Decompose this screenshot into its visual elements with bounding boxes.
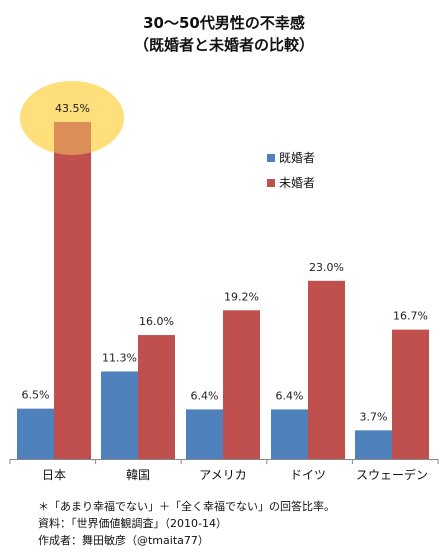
footnote-author: 作成者：舞田敏彦（@tmaita77） — [38, 534, 209, 547]
footnote-definition: ＊「あまり幸福でない」＋「全く幸福でない」の回答比率。 — [38, 500, 335, 513]
bar-married-0 — [17, 408, 54, 459]
legend-label-0: 既婚者 — [279, 151, 315, 165]
category-label-4: スウェーデン — [356, 467, 428, 482]
value-label-married-1: 11.3% — [102, 351, 137, 364]
value-label-unmarried-2: 19.2% — [224, 290, 259, 303]
bar-unmarried-0 — [54, 122, 91, 459]
chart-subtitle: （既婚者と未婚者の比較） — [133, 36, 314, 54]
legend-label-1: 未婚者 — [279, 176, 315, 190]
chart-title: 30〜50代男性の不幸感 — [143, 14, 305, 32]
bar-unmarried-1 — [138, 335, 175, 459]
footnote-source: 資料：「世界価値観調査」（2010-14） — [38, 517, 227, 530]
bar-unmarried-3 — [308, 280, 345, 459]
highlight-ellipse — [20, 81, 124, 155]
value-label-unmarried-1: 16.0% — [139, 315, 174, 328]
bar-unmarried-2 — [223, 310, 260, 459]
value-label-married-0: 6.5% — [22, 389, 50, 402]
value-label-unmarried-3: 23.0% — [309, 261, 344, 274]
bar-married-1 — [101, 371, 138, 459]
legend-swatch-0 — [267, 154, 275, 162]
value-label-married-2: 6.4% — [191, 389, 219, 402]
bar-married-3 — [271, 409, 308, 459]
highlight-ellipse-overlay — [20, 81, 124, 155]
value-label-unmarried-4: 16.7% — [393, 310, 428, 323]
legend-swatch-1 — [267, 179, 275, 187]
bar-unmarried-4 — [392, 329, 429, 459]
category-label-3: ドイツ — [290, 468, 326, 482]
value-label-married-4: 3.7% — [360, 410, 388, 423]
category-label-1: 韓国 — [126, 468, 150, 482]
bar-married-2 — [186, 409, 223, 459]
category-label-2: アメリカ — [199, 468, 246, 482]
category-label-0: 日本 — [42, 468, 66, 482]
bar-married-4 — [355, 430, 392, 459]
value-label-married-3: 6.4% — [276, 389, 304, 402]
value-label-unmarried-0: 43.5% — [55, 102, 90, 115]
